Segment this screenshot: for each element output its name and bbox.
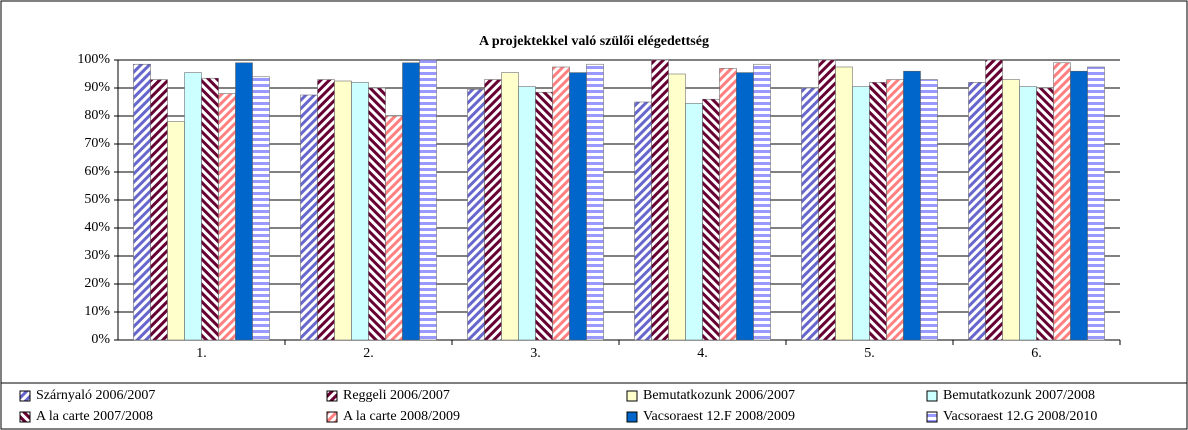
chart-title: A projektekkel való szülői elégedettség (479, 34, 709, 49)
legend-swatch (626, 411, 638, 423)
legend-label: Bemutatkozunk 2006/2007 (643, 388, 795, 403)
bar (852, 86, 870, 341)
y-tick-label: 50% (84, 192, 110, 207)
legend-swatch (626, 390, 638, 402)
legend-swatch (19, 390, 31, 402)
bar (1036, 87, 1054, 341)
bar (334, 80, 352, 341)
y-tick-label: 90% (84, 80, 110, 95)
bar (402, 62, 420, 341)
legend-label: Szárnyaló 2006/2007 (36, 388, 155, 403)
bar (351, 82, 369, 341)
bar (685, 103, 703, 341)
bar (535, 91, 553, 341)
legend-label: A la carte 2008/2009 (343, 409, 460, 424)
x-tick-label: 6. (1031, 346, 1042, 361)
bar (235, 62, 253, 341)
y-tick-label: 10% (84, 304, 110, 319)
y-tick-label: 70% (84, 136, 110, 151)
bar (869, 82, 887, 341)
bar (368, 87, 386, 341)
bar (634, 101, 652, 341)
bar (903, 70, 921, 341)
x-tick-label: 4. (697, 346, 708, 361)
bar (801, 87, 819, 341)
legend-label: Vacsoraest 12.G 2008/2010 (943, 409, 1097, 424)
legend-swatch (926, 411, 938, 423)
x-tick-label: 3. (530, 346, 541, 361)
bar (317, 79, 335, 341)
y-tick-label: 100% (77, 52, 110, 67)
bar (818, 59, 836, 341)
bar (552, 66, 570, 341)
bar (252, 76, 270, 341)
bar (201, 77, 219, 341)
bar (518, 86, 536, 341)
bar (150, 79, 168, 341)
bar (419, 59, 437, 341)
bar (651, 59, 669, 341)
bar (300, 94, 318, 341)
bar (753, 63, 771, 341)
legend-label: Reggeli 2006/2007 (343, 388, 450, 403)
x-tick-label: 2. (363, 346, 374, 361)
bar (702, 98, 720, 341)
bar (1070, 70, 1088, 341)
bar (1002, 79, 1020, 341)
y-tick-label: 60% (84, 164, 110, 179)
y-tick-label: 30% (84, 248, 110, 263)
bar (920, 79, 938, 341)
legend-label: Bemutatkozunk 2007/2008 (943, 388, 1095, 403)
bar (668, 73, 686, 341)
bar (886, 79, 904, 341)
y-tick-label: 40% (84, 220, 110, 235)
y-tick-label: 80% (84, 108, 110, 123)
bar (835, 66, 853, 341)
bar (1019, 86, 1037, 341)
bar (719, 68, 737, 341)
x-tick-label: 1. (196, 346, 207, 361)
bar (133, 63, 151, 341)
legend-swatch (19, 411, 31, 423)
legend-swatch (326, 390, 338, 402)
bar (985, 59, 1003, 341)
legend-label: A la carte 2007/2008 (36, 409, 153, 424)
legend-swatch (326, 411, 338, 423)
bar (467, 89, 485, 341)
bar (968, 82, 986, 341)
bar (736, 72, 754, 341)
bar (385, 115, 403, 341)
legend-label: Vacsoraest 12.F 2008/2009 (643, 409, 795, 424)
bar (484, 79, 502, 341)
x-tick-label: 5. (864, 346, 875, 361)
bar (586, 63, 604, 341)
bar (184, 72, 202, 341)
bar (1087, 66, 1105, 341)
bar (218, 93, 236, 341)
bar (569, 72, 587, 341)
bar (167, 121, 185, 341)
y-tick-label: 20% (84, 276, 110, 291)
bar (501, 72, 519, 341)
bar (1053, 62, 1071, 341)
legend-swatch (926, 390, 938, 402)
y-tick-label: 0% (91, 332, 110, 347)
